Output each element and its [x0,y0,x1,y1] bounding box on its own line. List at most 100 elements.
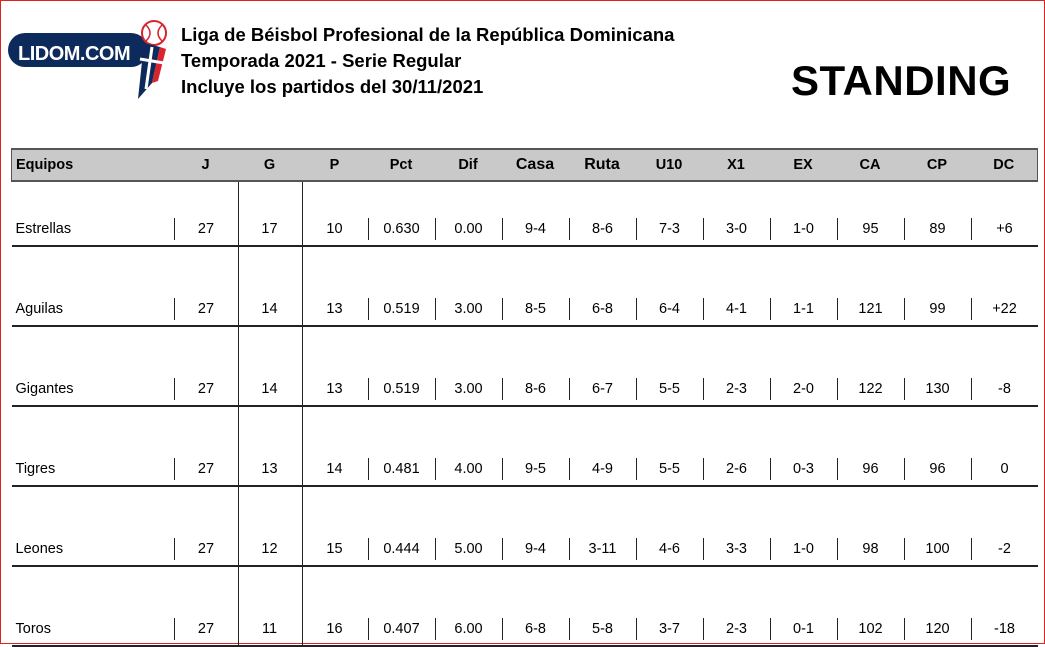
cell-dif: 0.00 [434,218,502,240]
cell-ex: 0-1 [769,618,837,640]
cell-j: 27 [173,618,238,640]
col-header-ca: CA [836,148,904,182]
cell-j: 27 [173,538,238,560]
season-label: Temporada 2021 - Serie Regular [181,50,462,71]
cell-pct: 0.444 [367,538,435,560]
cell-j: 27 [173,378,238,400]
standings-table: Equipos J G P Pct Dif Casa Ruta U10 X1 E… [11,148,1038,647]
lidom-logo[interactable]: LIDOM.COM [8,20,168,99]
cell-cp: 130 [903,378,971,400]
cell-pct: 0.481 [367,458,435,480]
logo-pill: LIDOM.COM [8,33,148,67]
cell-ca: 102 [836,618,904,640]
cell-cp: 99 [903,298,971,320]
games-included-label: Incluye los partidos del 30/11/2021 [181,76,484,97]
col-header-dif: Dif [434,148,502,182]
cell-casa: 9-5 [501,458,569,480]
table-row: Leones 27 12 15 0.444 5.00 9-4 3-11 4-6 … [11,486,1038,567]
cell-dif: 6.00 [434,618,502,640]
cell-x1: 3-0 [702,218,770,240]
cell-ex: 2-0 [769,378,837,400]
league-name: Liga de Béisbol Profesional de la Repúbl… [181,24,675,45]
cell-dif: 5.00 [434,538,502,560]
table-row: Aguilas 27 14 13 0.519 3.00 8-5 6-8 6-4 … [11,246,1038,327]
table-row: Toros 27 11 16 0.407 6.00 6-8 5-8 3-7 2-… [11,566,1038,647]
cell-pct: 0.407 [367,618,435,640]
page-title: STANDING [791,57,1012,104]
col-header-p: P [301,148,368,182]
cell-casa: 9-4 [501,538,569,560]
cell-g: 17 [261,221,278,237]
col-header-x1: X1 [702,148,770,182]
col-header-g: G [237,148,302,182]
cell-u10: 4-6 [635,538,703,560]
cell-u10: 3-7 [635,618,703,640]
cell-ruta: 6-8 [568,298,636,320]
team-name: Estrellas [15,221,72,237]
cell-ruta: 4-9 [568,458,636,480]
cell-ex: 1-1 [769,298,837,320]
cell-cp: 100 [903,538,971,560]
cell-g: 13 [261,461,278,477]
table-header-row: Equipos J G P Pct Dif Casa Ruta U10 X1 E… [11,148,1038,182]
cell-cp: 96 [903,458,971,480]
team-name: Aguilas [15,301,64,317]
cell-p: 14 [326,461,343,477]
cell-x1: 2-6 [702,458,770,480]
logo-text: LIDOM.COM [18,43,131,65]
cell-dc: +6 [970,218,1038,240]
cell-ruta: 8-6 [568,218,636,240]
col-header-u10: U10 [635,148,703,182]
cell-ex: 1-0 [769,538,837,560]
cell-x1: 2-3 [702,378,770,400]
cell-g: 11 [261,621,278,637]
cell-ex: 0-3 [769,458,837,480]
cell-cp: 89 [903,218,971,240]
cell-ca: 122 [836,378,904,400]
cell-x1: 2-3 [702,618,770,640]
cell-casa: 9-4 [501,218,569,240]
cell-casa: 8-5 [501,298,569,320]
cell-ruta: 6-7 [568,378,636,400]
team-name: Toros [15,621,51,637]
team-name: Leones [15,541,64,557]
cell-g: 12 [261,541,278,557]
cell-dc: -2 [970,538,1038,560]
cell-j: 27 [173,458,238,480]
cell-g: 14 [261,301,278,317]
table-row: Tigres 27 13 14 0.481 4.00 9-5 4-9 5-5 2… [11,406,1038,487]
cell-g: 14 [261,381,278,397]
cell-p: 13 [326,381,343,397]
cell-pct: 0.630 [367,218,435,240]
cell-ex: 1-0 [769,218,837,240]
table-row: Gigantes 27 14 13 0.519 3.00 8-6 6-7 5-5… [11,326,1038,407]
col-header-casa: Casa [501,148,569,182]
cell-pct: 0.519 [367,298,435,320]
league-header: Liga de Béisbol Profesional de la Repúbl… [181,22,674,100]
cell-ca: 95 [836,218,904,240]
cell-ruta: 3-11 [568,538,636,560]
cell-x1: 3-3 [702,538,770,560]
col-header-dc: DC [970,148,1038,182]
cell-u10: 5-5 [635,378,703,400]
cell-p: 15 [326,541,343,557]
col-header-ex: EX [769,148,837,182]
cell-u10: 7-3 [635,218,703,240]
col-header-ruta: Ruta [568,148,636,182]
cell-ca: 98 [836,538,904,560]
team-name: Gigantes [15,381,74,397]
cell-casa: 8-6 [501,378,569,400]
cell-dif: 3.00 [434,378,502,400]
cell-j: 27 [173,298,238,320]
cell-dc: +22 [970,298,1038,320]
cell-j: 27 [173,218,238,240]
team-name: Tigres [15,461,56,477]
cell-casa: 6-8 [501,618,569,640]
cell-dc: -8 [970,378,1038,400]
cell-ca: 121 [836,298,904,320]
cell-ca: 96 [836,458,904,480]
cell-dc: -18 [970,618,1038,640]
cell-cp: 120 [903,618,971,640]
cell-x1: 4-1 [702,298,770,320]
